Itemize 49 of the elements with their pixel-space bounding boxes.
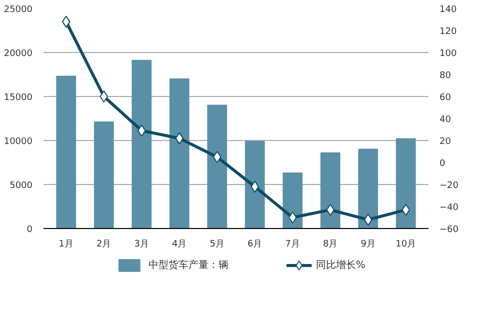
y2-tick-label: −60 — [440, 225, 459, 235]
y2-tick-label: 120 — [440, 27, 457, 37]
point — [212, 151, 222, 163]
x-tick-label: 5月 — [210, 240, 224, 250]
point — [364, 214, 372, 226]
bar — [396, 138, 416, 228]
y2-tick-label: −20 — [440, 181, 459, 191]
y2-tick-label: 140 — [440, 5, 457, 15]
point — [137, 124, 146, 137]
bar — [244, 140, 265, 228]
point — [250, 180, 260, 193]
y-tick-label: 5000 — [10, 181, 33, 191]
y2-tick-label: −40 — [440, 203, 459, 213]
y2-tick-label: 80 — [440, 71, 452, 81]
y2-tick-label: 20 — [440, 137, 452, 147]
y2-tick-label: 100 — [440, 49, 457, 59]
y2-tick-label: 0 — [440, 159, 446, 169]
point — [100, 90, 108, 102]
bar — [320, 152, 340, 228]
y2-tick-label: 40 — [440, 115, 452, 125]
x-tick-label: 2月 — [96, 240, 112, 250]
y-tick-label: 0 — [26, 225, 33, 235]
bar — [358, 148, 378, 228]
y-tick-label: 25000 — [4, 5, 33, 15]
bar — [169, 78, 190, 228]
y2-tick-label: 60 — [440, 93, 452, 103]
x-tick-label: 7月 — [285, 240, 300, 250]
point — [288, 212, 297, 224]
x-tick-label: 4月 — [172, 240, 187, 250]
bar — [132, 60, 152, 228]
x-tick-label: 1月 — [58, 240, 74, 250]
x-tick-label: 3月 — [134, 240, 150, 250]
x-tick-label: 8月 — [323, 240, 338, 250]
y-tick-label: 15000 — [4, 93, 33, 103]
x-tick-label: 10月 — [396, 240, 416, 250]
bar — [207, 104, 228, 228]
point — [326, 204, 335, 216]
point — [402, 204, 410, 216]
bar — [282, 172, 303, 228]
bar — [94, 122, 114, 228]
bar — [56, 76, 76, 228]
point — [62, 16, 70, 28]
x-tick-label: 6月 — [248, 240, 262, 250]
x-tick-label: 9月 — [360, 240, 376, 250]
legend-label: 同比增长% — [316, 259, 366, 271]
legend-label: 中型货车产量：辆 — [148, 259, 228, 271]
y-tick-label: 20000 — [4, 49, 33, 59]
point — [175, 132, 184, 144]
y-tick-label: 10000 — [4, 137, 33, 147]
